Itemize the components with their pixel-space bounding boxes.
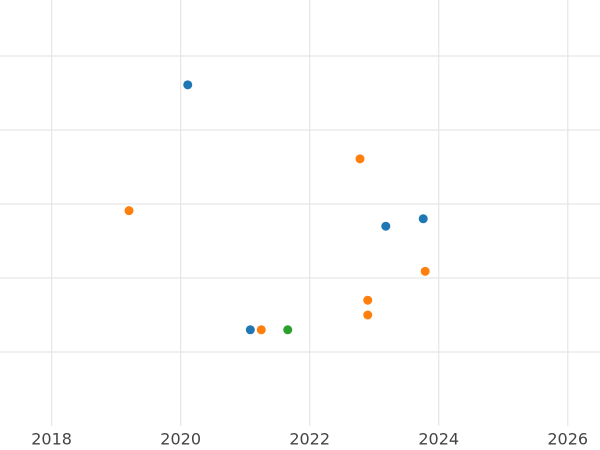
point [418,214,428,224]
point [355,154,365,164]
point [256,325,266,335]
point [363,295,373,305]
x-tick-label: 2020 [160,430,201,449]
point [183,80,193,90]
x-tick-label: 2026 [547,430,588,449]
point [124,206,134,216]
x-tick-label: 2018 [31,430,72,449]
point [381,221,391,231]
x-tick-label: 2022 [289,430,330,449]
x-tick-label: 2024 [418,430,459,449]
point [420,266,430,276]
point [245,325,255,335]
point [283,325,293,335]
point [363,310,373,320]
